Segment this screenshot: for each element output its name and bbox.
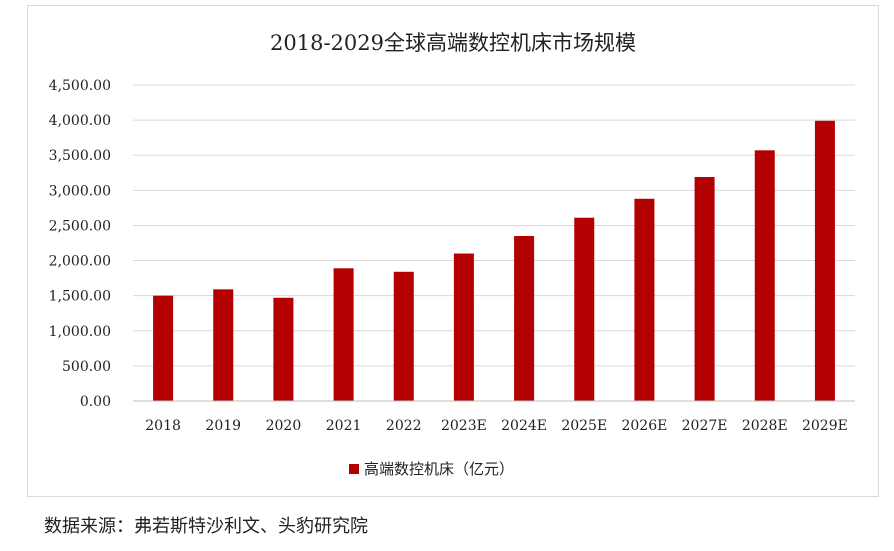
bar-2019 [213, 289, 234, 401]
bar-2022 [393, 271, 414, 401]
source-note: 数据来源：弗若斯特沙利文、头豹研究院 [44, 516, 368, 537]
x-tick-label: 2022 [386, 418, 422, 434]
y-tick-label: 1,000.00 [49, 324, 111, 340]
bar-2024E [514, 235, 535, 401]
legend: 高端数控机床（亿元） [349, 460, 514, 478]
x-tick-label: 2029E [802, 418, 848, 434]
x-tick-label: 2018 [145, 418, 181, 434]
x-tick-label: 2026E [621, 418, 667, 434]
bars [153, 120, 835, 402]
legend-swatch [349, 464, 359, 474]
y-tick-label: 3,000.00 [49, 183, 111, 199]
y-tick-label: 4,500.00 [49, 78, 111, 94]
chart-frame [27, 5, 879, 497]
bar-2027E [694, 176, 715, 401]
bar-2028E [754, 150, 775, 401]
y-tick-label: 3,500.00 [49, 148, 111, 164]
x-tick-label: 2027E [682, 418, 728, 434]
y-tick-label: 2,000.00 [49, 254, 111, 270]
x-axis-ticks: 2018 2019 2020 2021 2022 2023E 2024E 2025E 2026E… [145, 418, 848, 434]
bar-2020 [273, 297, 294, 401]
bar-2029E [814, 120, 835, 402]
bar-2025E [574, 217, 595, 401]
chart-title: 2018-2029全球高端数控机床市场规模 [270, 31, 636, 55]
bar-2023E [453, 253, 474, 401]
bar-2021 [333, 268, 354, 401]
bar-2018 [153, 295, 174, 401]
bar-2026E [634, 198, 655, 401]
x-tick-label: 2028E [742, 418, 788, 434]
y-tick-label: 500.00 [62, 359, 111, 375]
x-tick-label: 2021 [326, 418, 362, 434]
x-tick-label: 2025E [561, 418, 607, 434]
x-tick-label: 2019 [205, 418, 241, 434]
x-tick-label: 2020 [266, 418, 302, 434]
x-tick-label: 2023E [441, 418, 487, 434]
y-tick-label: 2,500.00 [49, 218, 111, 234]
gridlines [133, 84, 855, 367]
y-tick-label: 1,500.00 [49, 289, 111, 305]
y-tick-label: 0.00 [80, 394, 111, 410]
legend-label: 高端数控机床（亿元） [364, 460, 514, 478]
y-tick-label: 4,000.00 [49, 113, 111, 129]
y-axis-ticks: 0.00 500.00 1,000.00 1,500.00 2,000.00 2,500.… [49, 78, 111, 410]
x-tick-label: 2024E [501, 418, 547, 434]
